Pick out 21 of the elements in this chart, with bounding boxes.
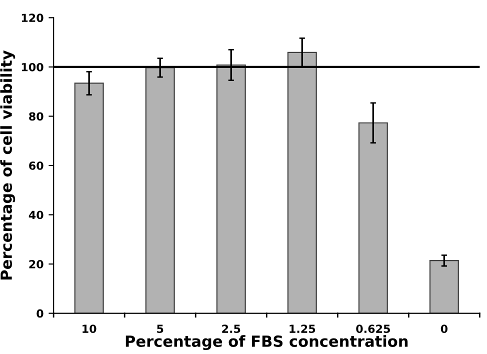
- bar: [74, 82, 104, 314]
- bar: [216, 64, 246, 314]
- x-tick-label: 0: [440, 324, 448, 333]
- y-tick-label: 120: [22, 14, 44, 22]
- y-tick-label: 100: [22, 62, 44, 72]
- bar: [287, 52, 317, 314]
- y-tick-label: 80: [29, 112, 44, 121]
- x-axis-title: Percentage of FBS concentration: [126, 335, 408, 350]
- x-tick-label: 10: [82, 324, 96, 333]
- bar: [145, 67, 175, 314]
- y-tick-label: 40: [28, 210, 44, 220]
- x-tick-label: 1.25: [290, 324, 316, 333]
- bar: [358, 122, 388, 314]
- x-tick-label: 2.5: [222, 324, 240, 333]
- y-tick-label: 60: [29, 161, 44, 170]
- x-tick-label: 0.625: [356, 324, 390, 333]
- y-axis-title: Percentage of cell viability: [0, 50, 16, 280]
- bar: [429, 260, 459, 314]
- y-tick-label: 0: [36, 309, 44, 318]
- x-tick-label: 5: [157, 324, 164, 333]
- y-tick-label: 20: [29, 260, 44, 268]
